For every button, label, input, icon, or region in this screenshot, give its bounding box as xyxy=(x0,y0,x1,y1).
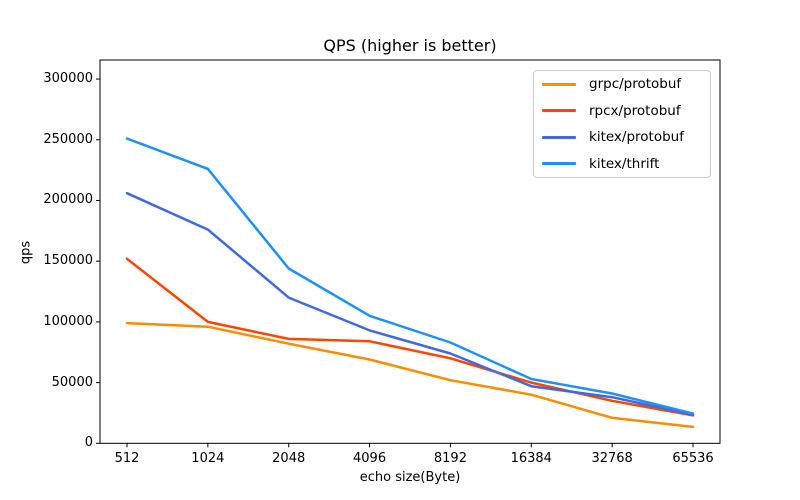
y-tick-label: 150000 xyxy=(43,253,93,269)
series-line-grpc-protobuf xyxy=(125,321,695,429)
legend-item: kitex/protobuf xyxy=(542,124,710,151)
y-tick-label: 300000 xyxy=(43,71,93,87)
y-tick-label: 0 xyxy=(84,435,93,451)
legend-line-swatch xyxy=(542,135,576,139)
legend-item: grpc/protobuf xyxy=(542,71,710,98)
legend-line-swatch xyxy=(542,109,576,113)
legend-line-swatch xyxy=(542,82,576,86)
plot-border xyxy=(99,59,721,444)
series-line-rpcx-protobuf xyxy=(125,257,695,417)
legend-item: kitex/thrift xyxy=(542,151,710,178)
legend-label: kitex/protobuf xyxy=(589,129,684,146)
x-tick-label: 8192 xyxy=(433,451,467,466)
x-tick-label: 32768 xyxy=(591,451,633,466)
x-tick-label: 512 xyxy=(114,451,140,466)
legend-label: grpc/protobuf xyxy=(589,76,682,93)
series-line-kitex-protobuf xyxy=(125,191,695,417)
y-tick-label: 250000 xyxy=(43,131,93,147)
chart-title: QPS (higher is better) xyxy=(323,36,497,55)
y-tick-label: 200000 xyxy=(43,192,93,208)
legend-line-swatch xyxy=(542,162,576,166)
legend: grpc/protobuf rpcx/protobuf kitex/protobuf… xyxy=(533,70,711,178)
series-line-kitex-thrift xyxy=(125,137,695,415)
x-tick-label: 2048 xyxy=(272,451,306,466)
x-tick-label: 1024 xyxy=(191,451,225,466)
legend-label: kitex/thrift xyxy=(589,155,660,172)
x-tick-label: 65536 xyxy=(672,451,714,466)
y-axis-label: qps xyxy=(18,240,34,265)
y-tick-label: 50000 xyxy=(51,374,93,390)
legend-label: rpcx/protobuf xyxy=(589,102,681,119)
y-tick-label: 100000 xyxy=(43,313,93,329)
x-axis-label: echo size(Byte) xyxy=(359,470,461,485)
legend-item: rpcx/protobuf xyxy=(542,98,710,125)
x-tick-label: 4096 xyxy=(353,451,387,466)
x-tick-label: 16384 xyxy=(510,451,552,466)
